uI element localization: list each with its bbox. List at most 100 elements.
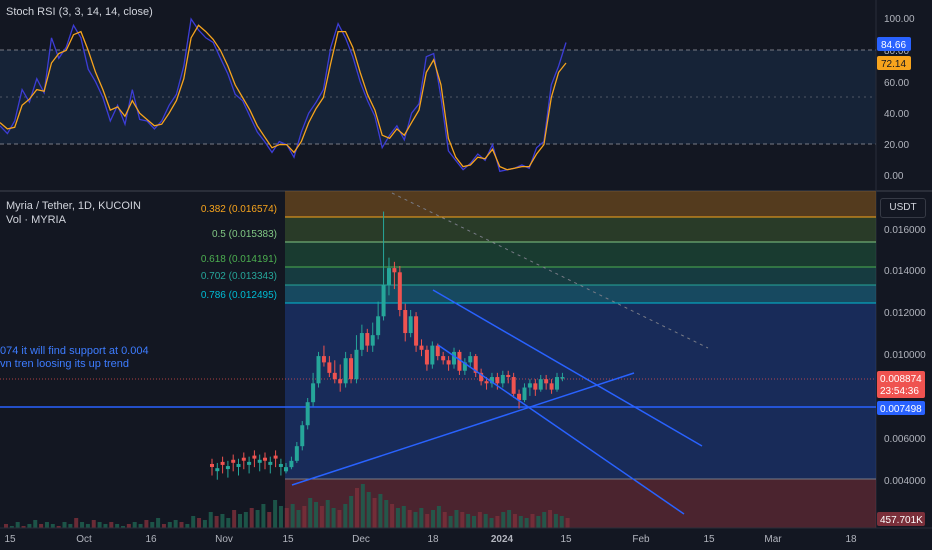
volume-bar [167, 522, 172, 528]
candle-body [311, 383, 316, 403]
price-tick-0010: 0.010000 [884, 350, 926, 361]
volume-bar [62, 522, 67, 528]
note-line-2[interactable]: vn tren loosing its up trend [0, 358, 130, 370]
volume-bar [109, 522, 114, 528]
volume-bar [261, 504, 266, 528]
candle-body [273, 455, 278, 459]
time-tick-10: 15 [703, 534, 715, 545]
volume-bar [278, 506, 283, 528]
candles [210, 211, 565, 480]
volume-bar [238, 514, 242, 528]
volume-bar [448, 516, 453, 528]
volume-bar [74, 518, 79, 528]
candle-body [365, 333, 370, 346]
volume-bar [27, 524, 32, 528]
dashed-trendline[interactable] [391, 192, 709, 349]
last-price-value: 0.008874 [880, 374, 922, 385]
candle-body [544, 379, 549, 384]
indicator-title[interactable]: Stoch RSI (3, 3, 14, 14, close) [6, 6, 153, 18]
stoch-tick-60: 60.00 [884, 78, 909, 89]
volume-bar [559, 516, 564, 528]
volume-bar [33, 520, 38, 528]
volume-bar [536, 516, 541, 528]
fib-zone-3 [285, 267, 876, 285]
volume-bar [15, 522, 20, 528]
time-tick-2: 16 [145, 534, 157, 545]
candle-body [462, 362, 467, 371]
time-tick-8: 15 [560, 534, 572, 545]
candle-body [538, 379, 543, 390]
support-price-badge [877, 401, 925, 415]
volume-bar [85, 524, 90, 528]
price-tick-0006: 0.006000 [884, 434, 926, 445]
candle-body [506, 374, 511, 378]
volume-bar [489, 518, 494, 528]
volume-bar [249, 508, 254, 528]
candle-body [555, 377, 559, 390]
stoch-tick-100: 100.00 [884, 14, 915, 25]
fib-zone-0 [285, 191, 876, 217]
volume-bar [378, 494, 383, 528]
time-tick-9: Feb [632, 534, 650, 545]
candle-body [225, 466, 230, 470]
candle-body [376, 316, 381, 336]
candle-body [321, 356, 326, 363]
candle-body [252, 455, 257, 459]
candle-body [215, 468, 220, 472]
volume-badge [877, 512, 925, 526]
candle-body [220, 461, 225, 465]
candle-body [468, 356, 473, 363]
candle-body [408, 316, 413, 334]
volume-bar [337, 510, 342, 528]
symbol-title[interactable]: Myria / Tether, 1D, KUCOIN [6, 200, 141, 212]
candle-body [430, 345, 435, 365]
volume-bar [372, 498, 377, 528]
volume-bar [431, 510, 436, 528]
volume-title[interactable]: Vol · MYRIA [6, 214, 66, 226]
volume-bar [68, 524, 73, 528]
stoch-tick-80: 80.00 [884, 46, 909, 57]
candle-body [231, 459, 236, 463]
volume-bar [477, 512, 482, 528]
volume-bar [185, 524, 190, 528]
volume-bar [126, 524, 131, 528]
candle-body [419, 345, 424, 350]
volume-bar [226, 518, 231, 528]
fib-zone-2 [285, 242, 876, 267]
volume-bar [360, 484, 365, 528]
volume-bar [314, 502, 319, 528]
volume-bar [530, 514, 535, 528]
volume-bar [442, 512, 447, 528]
volume-bar [483, 514, 488, 528]
channel-lower-line[interactable] [437, 344, 685, 515]
fib-labels: 0.382 (0.016574) 0.5 (0.015383) 0.618 (0… [201, 204, 277, 301]
volume-bar [115, 524, 120, 528]
volume-bar [413, 512, 418, 528]
price-tick-0012: 0.012000 [884, 308, 926, 319]
candle-body [263, 457, 267, 461]
stoch-tick-0: 0.00 [884, 171, 904, 182]
candle-body [549, 383, 554, 390]
trendlines [291, 192, 709, 515]
candle-body [446, 360, 451, 365]
volume-bar [501, 512, 506, 528]
candle-body [479, 372, 484, 382]
note-line-1[interactable]: 074 it will find support at 0.004 [0, 345, 149, 357]
volume-bar [150, 522, 155, 528]
volume-bar [542, 512, 547, 528]
candle-body [533, 383, 538, 390]
fib-label-0618: 0.618 (0.014191) [201, 254, 277, 265]
candle-body [354, 349, 359, 380]
volume-bar [91, 520, 96, 528]
currency-button[interactable]: USDT [880, 198, 926, 218]
volume-bar [518, 516, 523, 528]
time-tick-5: Dec [352, 534, 370, 545]
volume-bar [553, 514, 558, 528]
volume-bar [395, 508, 400, 528]
volume-bars [4, 484, 570, 528]
ascending-trendline[interactable] [291, 372, 635, 486]
volume-bar [191, 516, 196, 528]
volume-bar [384, 500, 389, 528]
channel-upper-line[interactable] [432, 289, 703, 447]
